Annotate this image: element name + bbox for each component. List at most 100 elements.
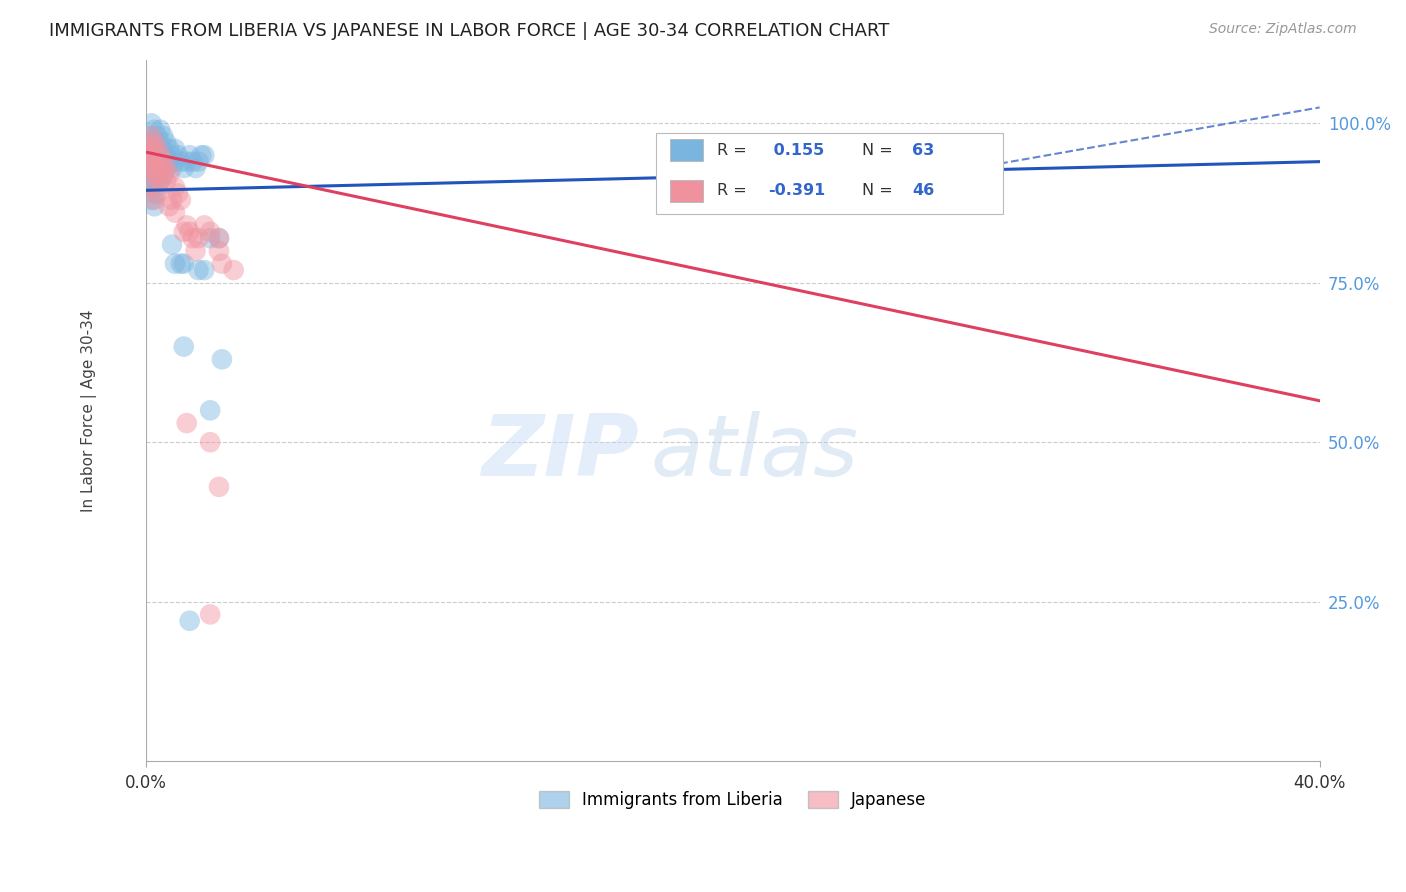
Point xyxy=(193,263,215,277)
Point xyxy=(187,263,209,277)
Point xyxy=(198,435,221,450)
Point xyxy=(152,129,174,144)
Point xyxy=(170,193,193,207)
Point xyxy=(184,161,207,175)
Text: Source: ZipAtlas.com: Source: ZipAtlas.com xyxy=(1209,22,1357,37)
Point xyxy=(157,142,180,156)
Point xyxy=(222,263,245,277)
Point xyxy=(141,142,163,156)
Text: N =: N = xyxy=(862,143,897,158)
Point xyxy=(176,154,198,169)
Point xyxy=(152,168,174,182)
Point xyxy=(173,257,195,271)
Text: R =: R = xyxy=(717,183,752,198)
Point xyxy=(198,225,221,239)
Point xyxy=(198,231,221,245)
Point xyxy=(141,180,163,194)
Point xyxy=(152,168,174,182)
Point xyxy=(211,257,233,271)
Point xyxy=(149,122,172,136)
Point xyxy=(181,154,204,169)
Point xyxy=(141,180,163,194)
Point xyxy=(146,142,169,156)
Point xyxy=(146,186,169,201)
Point xyxy=(141,142,163,156)
Point xyxy=(141,154,163,169)
Point xyxy=(149,161,172,175)
Point xyxy=(198,607,221,622)
Point xyxy=(163,142,186,156)
Point xyxy=(138,148,160,162)
Point xyxy=(190,148,212,162)
Point xyxy=(143,148,166,162)
Point xyxy=(179,148,201,162)
Point xyxy=(143,186,166,201)
Point xyxy=(157,168,180,182)
Point xyxy=(170,154,193,169)
Point xyxy=(160,237,183,252)
Point xyxy=(149,148,172,162)
Point xyxy=(157,154,180,169)
Point xyxy=(143,148,166,162)
Point xyxy=(138,136,160,150)
Point xyxy=(138,161,160,175)
Text: 0.155: 0.155 xyxy=(768,143,824,158)
Point xyxy=(138,136,160,150)
Point xyxy=(141,193,163,207)
Point xyxy=(152,142,174,156)
Point xyxy=(141,168,163,182)
Point xyxy=(138,148,160,162)
Point xyxy=(146,168,169,182)
Point xyxy=(193,219,215,233)
Point xyxy=(143,122,166,136)
Point xyxy=(143,161,166,175)
Text: In Labor Force | Age 30-34: In Labor Force | Age 30-34 xyxy=(82,310,97,512)
Text: ZIP: ZIP xyxy=(481,411,638,494)
Point xyxy=(143,193,166,207)
Point xyxy=(152,154,174,169)
Point xyxy=(143,199,166,213)
Point xyxy=(167,148,190,162)
Point xyxy=(146,180,169,194)
Point xyxy=(170,257,193,271)
Point xyxy=(160,161,183,175)
Point xyxy=(141,168,163,182)
Point xyxy=(155,161,177,175)
Point xyxy=(146,154,169,169)
Point xyxy=(143,161,166,175)
Point xyxy=(152,154,174,169)
Point xyxy=(179,225,201,239)
Point xyxy=(179,614,201,628)
Point xyxy=(211,352,233,367)
Point xyxy=(176,219,198,233)
Point xyxy=(208,244,231,258)
Point xyxy=(143,136,166,150)
Point xyxy=(146,168,169,182)
Point xyxy=(167,186,190,201)
Point xyxy=(155,161,177,175)
Point xyxy=(208,231,231,245)
Point xyxy=(173,161,195,175)
Text: 46: 46 xyxy=(912,183,935,198)
Point xyxy=(141,154,163,169)
Point xyxy=(146,142,169,156)
Point xyxy=(163,205,186,219)
Text: R =: R = xyxy=(717,143,752,158)
Point xyxy=(149,174,172,188)
Point xyxy=(149,148,172,162)
Point xyxy=(155,148,177,162)
Text: -0.391: -0.391 xyxy=(768,183,825,198)
Point xyxy=(163,257,186,271)
Point xyxy=(160,193,183,207)
Bar xyxy=(671,139,703,161)
Point xyxy=(193,148,215,162)
Point xyxy=(155,136,177,150)
Point xyxy=(163,154,186,169)
Point xyxy=(141,116,163,130)
Legend: Immigrants from Liberia, Japanese: Immigrants from Liberia, Japanese xyxy=(531,784,934,816)
Point xyxy=(160,148,183,162)
Point xyxy=(141,129,163,144)
Point xyxy=(173,340,195,354)
Point xyxy=(176,416,198,430)
Text: 63: 63 xyxy=(912,143,935,158)
